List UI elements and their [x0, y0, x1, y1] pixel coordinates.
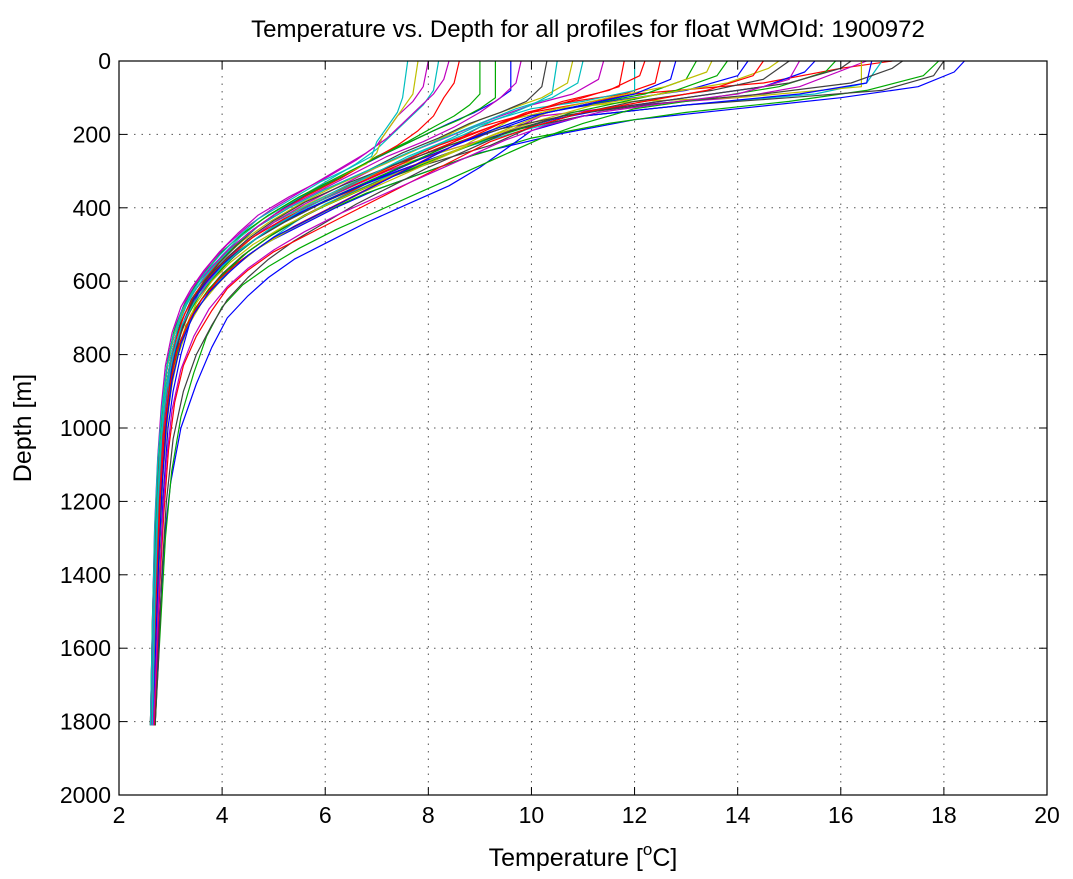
y-tick-label: 200 — [73, 121, 111, 147]
profile-line — [149, 60, 409, 726]
profile-lines — [149, 60, 965, 726]
x-axis-label-main: Temperature [ — [489, 844, 643, 872]
y-tick-label: 1000 — [60, 415, 111, 441]
x-tick-label: 16 — [828, 802, 854, 828]
profile-line — [152, 60, 801, 726]
x-tick-label: 14 — [725, 802, 751, 828]
x-tick-label: 12 — [622, 802, 648, 828]
y-tick-label: 800 — [73, 342, 111, 368]
profile-line — [153, 60, 764, 726]
x-axis-label-superscript: o — [643, 840, 652, 859]
y-axis-label: Depth [m] — [9, 374, 37, 482]
y-tick-label: 1600 — [60, 635, 111, 661]
y-tick-label: 400 — [73, 195, 111, 221]
profile-line — [151, 60, 558, 726]
axis-ticks: 2 4 6 8 10 12 14 16 18 20020040060080010001200140… — [60, 48, 1060, 828]
y-tick-label: 0 — [98, 48, 111, 74]
profile-line — [152, 60, 677, 726]
x-tick-label: 2 — [113, 802, 126, 828]
x-tick-label: 10 — [519, 802, 545, 828]
x-axis-label: Temperature [oC] — [489, 840, 678, 872]
y-tick-label: 1800 — [60, 709, 111, 735]
x-tick-label: 18 — [931, 802, 957, 828]
y-tick-label: 600 — [73, 268, 111, 294]
y-tick-label: 2000 — [60, 782, 111, 808]
chart-title: Temperature vs. Depth for all profiles f… — [251, 16, 925, 43]
x-tick-label: 6 — [319, 802, 332, 828]
x-tick-label: 8 — [422, 802, 435, 828]
x-tick-label: 4 — [216, 802, 229, 828]
profile-line — [154, 60, 837, 726]
grid-lines — [119, 61, 1047, 795]
x-axis-label-end: C] — [652, 844, 677, 872]
y-tick-label: 1400 — [60, 562, 111, 588]
y-tick-label: 1200 — [60, 488, 111, 514]
x-tick-label: 20 — [1034, 802, 1060, 828]
profile-line — [154, 60, 852, 726]
